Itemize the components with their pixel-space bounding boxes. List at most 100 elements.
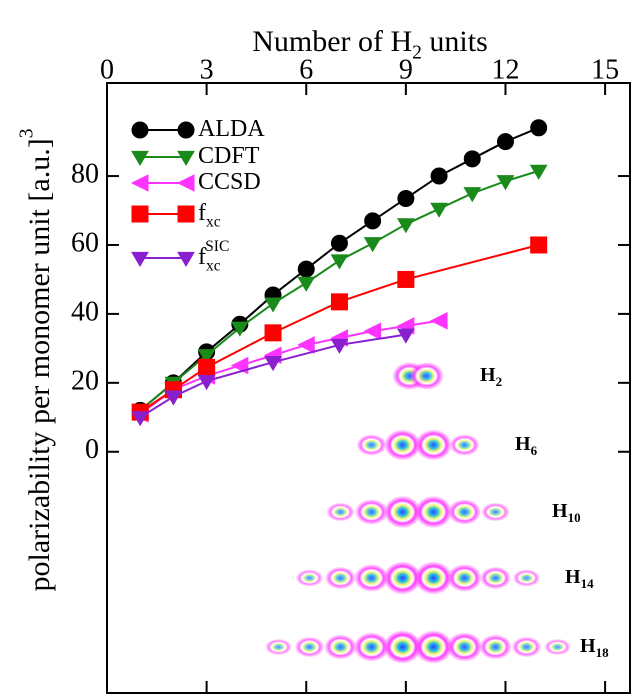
density-lobe <box>324 634 357 660</box>
marker <box>131 411 150 427</box>
marker <box>197 349 216 365</box>
legend-label: CDFT <box>198 143 260 169</box>
density-lobe <box>294 636 325 658</box>
legend-label-sup: SIC <box>205 238 229 255</box>
marker <box>177 150 195 166</box>
density-lobe <box>356 434 387 456</box>
marker <box>131 205 149 223</box>
marker <box>363 322 382 340</box>
marker <box>397 189 415 207</box>
marker <box>496 133 514 151</box>
molecule-label-base: H <box>580 635 596 657</box>
marker <box>197 375 216 391</box>
marker <box>297 276 316 292</box>
density-lobe <box>481 502 510 522</box>
marker <box>264 297 282 313</box>
legend-label: fxc SIC <box>198 238 229 274</box>
marker <box>430 202 448 218</box>
marker <box>330 234 348 252</box>
series-line <box>139 319 440 415</box>
molecule-label-base: H <box>552 500 568 522</box>
marker <box>530 119 548 137</box>
density-lobe <box>384 429 421 461</box>
density-lobe <box>353 632 390 662</box>
density-lobe <box>383 495 422 529</box>
density-lobe <box>265 638 292 656</box>
legend-label-base: CDFT <box>198 143 260 169</box>
y-tick-label: 80 <box>71 158 99 189</box>
marker <box>396 328 415 344</box>
legend-label-sub: xc <box>206 257 221 274</box>
marker <box>176 174 195 192</box>
legend-label-base: f <box>198 244 206 270</box>
legend-label-base: ALDA <box>198 116 265 142</box>
marker <box>463 187 482 203</box>
marker <box>297 260 315 278</box>
y-tick-label: 40 <box>71 296 99 327</box>
marker <box>297 336 315 354</box>
density-lobe <box>414 630 453 664</box>
density-lobe <box>414 495 453 529</box>
x-axis-label-tail: units <box>422 25 488 58</box>
marker <box>496 175 515 191</box>
density-lobe <box>383 630 422 664</box>
x-tick-label: 6 <box>299 54 313 85</box>
legend-label: ALDA <box>198 116 265 142</box>
x-axis-label-sub: 2 <box>412 43 422 64</box>
density-lobe <box>354 564 389 592</box>
marker <box>198 358 216 376</box>
x-axis-label: Number of H2 units <box>252 25 488 64</box>
molecule-label-sub: 18 <box>596 645 610 660</box>
x-tick-label: 15 <box>591 54 619 85</box>
molecule-label: H14 <box>565 566 594 591</box>
marker <box>397 270 415 288</box>
marker <box>429 311 448 330</box>
y-tick-label: 0 <box>85 434 99 465</box>
marker <box>463 150 481 168</box>
density-lobe <box>446 632 483 662</box>
marker <box>131 150 149 166</box>
molecule-label-base: H <box>480 364 496 386</box>
marker <box>530 236 548 254</box>
molecule-label-base: H <box>515 433 531 455</box>
marker <box>430 167 448 185</box>
marker <box>131 121 149 139</box>
y-axis-label: polarizability per monomer unit [a.u.]3 <box>17 129 56 592</box>
molecule-label: H2 <box>480 364 502 389</box>
y-axis-label-sup: 3 <box>17 129 38 139</box>
marker <box>164 390 183 406</box>
marker <box>131 251 149 267</box>
x-tick-label: 3 <box>200 54 214 85</box>
x-tick-label: 9 <box>399 54 413 85</box>
density-lobe <box>511 636 542 658</box>
marker <box>330 338 349 354</box>
molecule-label-sub: 2 <box>496 374 503 389</box>
legend-label: CCSD <box>198 169 261 195</box>
legend-label-sub: xc <box>206 213 221 230</box>
marker <box>130 174 149 192</box>
y-axis-label-base: polarizability per monomer unit [a.u.] <box>23 138 56 591</box>
density-lobe <box>479 566 512 590</box>
marker <box>330 293 348 311</box>
marker <box>529 164 548 180</box>
molecule-label-sub: 6 <box>531 443 538 458</box>
molecule-label: H10 <box>552 500 581 525</box>
density-lobe <box>295 569 324 587</box>
density-lobe <box>414 561 453 595</box>
density-lobe <box>544 638 571 656</box>
molecule-label: H18 <box>580 635 609 660</box>
x-tick-label: 12 <box>491 54 519 85</box>
legend-label-base: CCSD <box>198 169 261 195</box>
marker <box>330 254 349 270</box>
marker <box>177 205 195 223</box>
y-tick-label: 60 <box>71 227 99 258</box>
marker <box>177 121 195 139</box>
x-tick-label: 0 <box>100 54 114 85</box>
density-lobe <box>512 569 541 587</box>
series-line <box>139 244 539 413</box>
molecule-label-sub: 14 <box>581 576 595 591</box>
marker <box>364 212 382 230</box>
marker <box>230 321 249 337</box>
density-lobe <box>354 499 389 525</box>
